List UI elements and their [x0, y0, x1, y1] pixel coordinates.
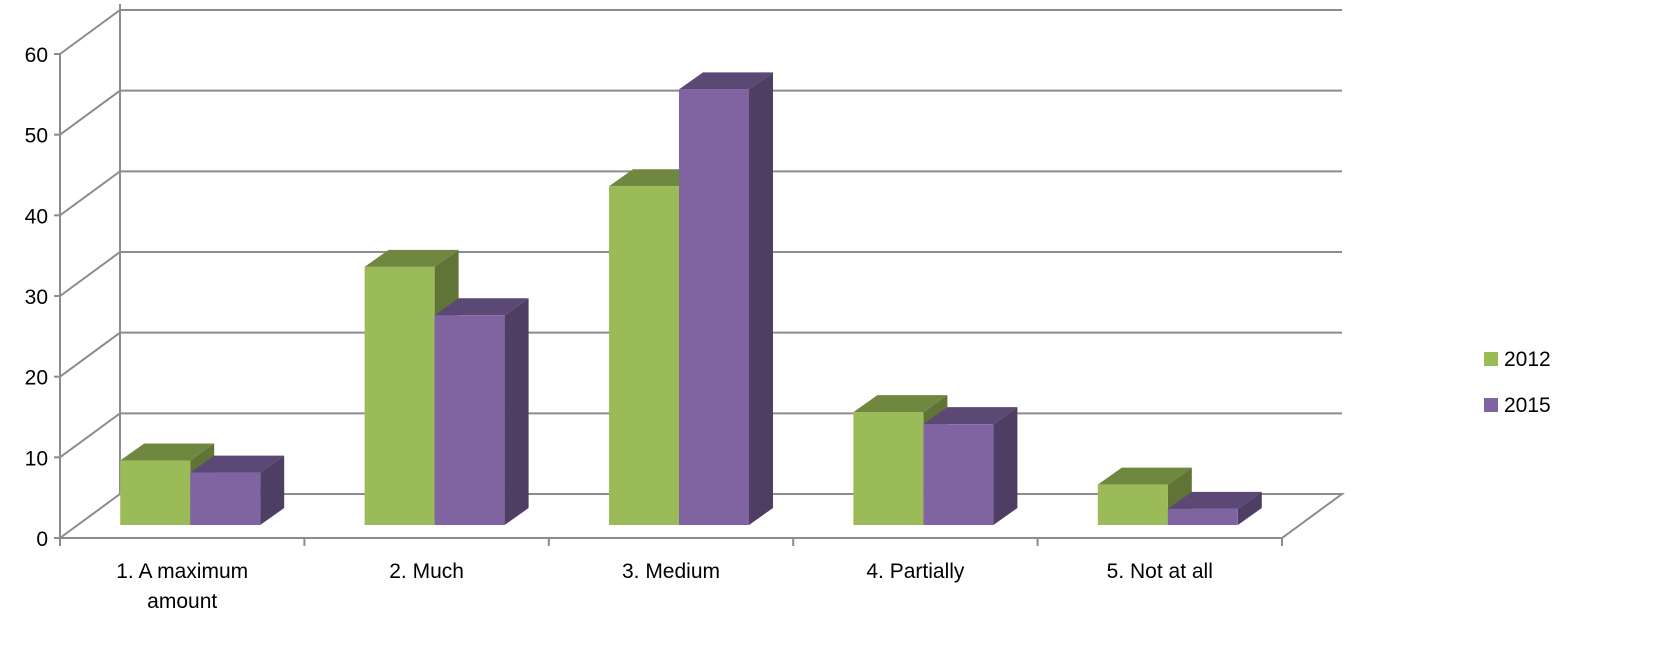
- gridline: [59, 89, 1342, 136]
- gridlines: [59, 9, 1342, 459]
- gridline: [59, 170, 1342, 217]
- bar-front: [853, 412, 924, 525]
- legend-swatch-2015: [1484, 398, 1498, 412]
- gridline: [59, 331, 1342, 378]
- bar-2012-1: [120, 443, 215, 525]
- bar-top: [364, 249, 459, 267]
- legend-label-2015: 2015: [1504, 394, 1551, 417]
- y-tick-label: 20: [25, 367, 48, 390]
- y-tick-label: 30: [25, 286, 48, 309]
- bar-top: [434, 298, 529, 316]
- bar-front: [679, 89, 749, 526]
- y-tick-label: 50: [25, 125, 48, 148]
- y-tick-label: 0: [36, 528, 48, 551]
- bar-2015-4: [923, 407, 1018, 525]
- gridline: [59, 9, 1342, 55]
- bar-2012-5: [1097, 467, 1192, 525]
- x-axis: 1. A maximum amount 2. Much 3. Medium 4. Par…: [59, 537, 1283, 613]
- bar-top: [853, 395, 948, 413]
- x-tick-label: 3. Medium: [622, 560, 720, 583]
- gridline: [59, 251, 1342, 297]
- bar-front: [1167, 508, 1238, 525]
- bar-front: [434, 315, 505, 525]
- bar-front: [120, 460, 191, 525]
- bars: [120, 72, 1262, 526]
- legend: 2012 2015: [1484, 348, 1551, 417]
- y-tick-label: 60: [25, 44, 48, 67]
- x-tick-label: 2. Much: [389, 560, 464, 583]
- x-tick-label: 4. Partially: [866, 560, 965, 583]
- bar-front: [190, 472, 261, 525]
- bar-top: [679, 72, 773, 90]
- bar-side: [1237, 491, 1262, 525]
- bar-side: [749, 72, 773, 526]
- legend-swatch-2012: [1484, 352, 1498, 366]
- bar-2015-5: [1167, 491, 1262, 525]
- y-tick-label: 10: [25, 447, 48, 470]
- x-tick-label: 1. A maximum amount: [116, 560, 248, 613]
- bar-front: [1097, 484, 1168, 525]
- bar-front: [923, 424, 994, 525]
- bar-top: [1167, 491, 1262, 509]
- bar-front: [609, 186, 679, 525]
- bar-top: [190, 455, 285, 473]
- bar-top: [923, 407, 1018, 425]
- bar-2015-2: [434, 298, 529, 525]
- bar-side: [504, 298, 529, 525]
- x-tick-label: 5. Not at all: [1107, 560, 1213, 583]
- bar-side: [260, 455, 285, 525]
- bar-top: [120, 443, 215, 461]
- legend-label-2012: 2012: [1504, 348, 1551, 371]
- bar-2015-3: [679, 72, 773, 526]
- bar-2015-1: [190, 455, 285, 525]
- bar-side: [993, 407, 1018, 525]
- y-tick-label: 40: [25, 205, 48, 228]
- bar-top: [1097, 467, 1192, 485]
- y-axis: 0 10 20 30 40 50 60: [25, 44, 61, 551]
- bar-front: [364, 266, 435, 525]
